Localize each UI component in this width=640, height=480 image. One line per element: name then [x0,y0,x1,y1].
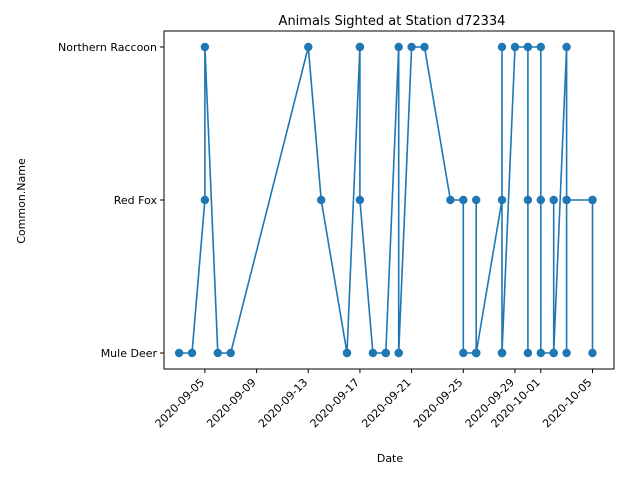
x-axis-label: Date [377,452,404,465]
y-axis: Mule Deer Red Fox Northern Raccoon [58,41,164,360]
data-point [588,348,597,358]
data-point [187,348,197,358]
data-point [497,42,507,52]
chart-title: Animals Sighted at Station d72334 [279,14,506,29]
data-point [459,348,468,358]
data-point [200,42,210,52]
x-tick-label: 2020-09-13 [256,376,310,430]
data-point [459,195,468,205]
data-point [355,42,365,52]
y-tick-label: Red Fox [114,194,158,207]
data-point [549,348,558,358]
data-point [355,195,365,205]
x-axis: 2020-09-052020-09-092020-09-132020-09-17… [153,369,595,430]
y-tick-label: Northern Raccoon [58,41,157,54]
data-point [497,195,507,205]
data-point [407,42,416,52]
data-point [394,348,403,358]
data-point [394,42,403,52]
data-point [368,348,378,358]
y-axis-label: Common.Name [15,158,28,244]
data-point [549,195,558,205]
data-point [342,348,352,358]
plot-area [174,42,597,358]
data-point [317,195,326,205]
data-point [523,42,533,52]
x-tick-label: 2020-09-17 [308,376,362,430]
data-point [536,348,545,358]
data-point [562,195,571,205]
data-point [381,348,390,358]
data-point [510,42,520,52]
data-point [562,42,571,52]
x-tick-label: 2020-09-05 [153,376,207,430]
data-point [226,348,235,358]
data-point [174,348,184,358]
x-tick-label: 2020-09-21 [359,376,413,430]
axes-frame [163,30,615,370]
y-tick-label: Mule Deer [101,347,158,360]
series-line [179,46,594,354]
data-point [472,348,481,358]
data-point [523,348,533,358]
x-tick-label: 2020-10-05 [540,376,594,430]
data-point [562,348,571,358]
data-point [536,42,545,52]
x-tick-label: 2020-09-25 [411,376,465,430]
data-point [472,195,481,205]
data-point [497,348,507,358]
data-point [536,195,545,205]
data-point [523,195,533,205]
data-point [304,42,313,52]
data-point [200,195,210,205]
data-point [588,195,597,205]
data-point [420,42,429,52]
data-point [213,348,222,358]
x-tick-label: 2020-09-09 [204,376,258,430]
data-point [446,195,455,205]
